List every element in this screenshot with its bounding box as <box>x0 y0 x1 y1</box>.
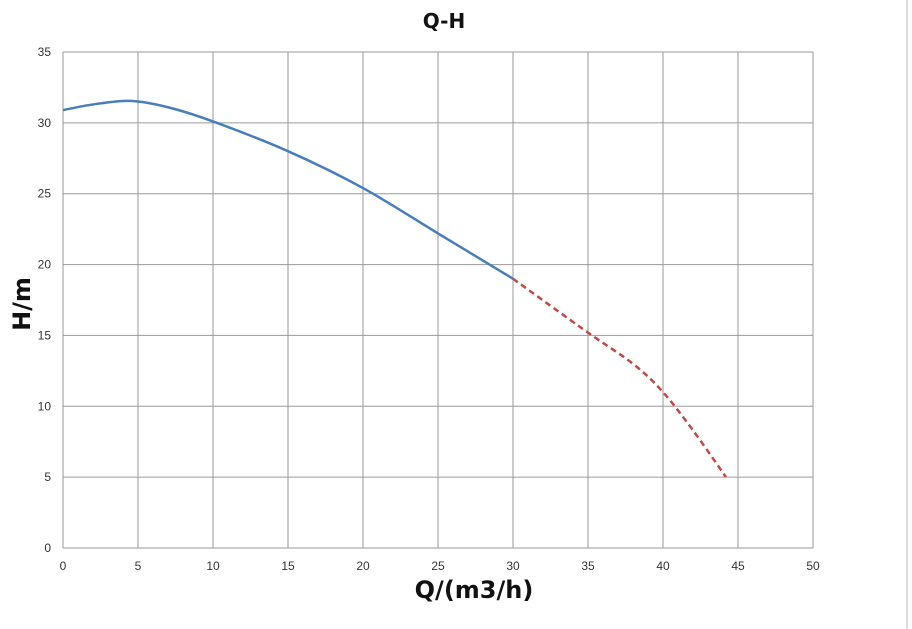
y-tick-label: 0 <box>44 541 51 555</box>
x-tick-label: 40 <box>656 559 670 573</box>
x-tick-label: 20 <box>356 559 370 573</box>
grid <box>62 51 814 549</box>
chart-title: Q-H <box>423 9 465 33</box>
y-tick-label: 25 <box>38 187 52 201</box>
series-lines <box>62 99 728 478</box>
series-line-1 <box>62 99 514 280</box>
y-tick-label: 5 <box>44 470 51 484</box>
x-tick-label: 25 <box>431 559 445 573</box>
series-line-2 <box>512 277 728 478</box>
x-tick-label: 0 <box>60 559 67 573</box>
x-tick-label: 5 <box>135 559 142 573</box>
y-tick-label: 15 <box>38 328 52 342</box>
y-tick-label: 35 <box>38 45 52 59</box>
x-tick-label: 15 <box>281 559 295 573</box>
y-axis-label: H/m <box>8 277 36 331</box>
y-tick-label: 30 <box>38 116 52 130</box>
x-axis-label: Q/(m3/h) <box>415 576 534 604</box>
x-tick-label: 30 <box>506 559 520 573</box>
x-tick-label: 50 <box>806 559 820 573</box>
y-tick-label: 10 <box>38 399 52 413</box>
x-tick-label: 10 <box>206 559 220 573</box>
x-tick-label: 35 <box>581 559 595 573</box>
y-tick-label: 20 <box>38 258 52 272</box>
tick-labels: 0 5 10 15 20 25 30 35 40 45 50 0 5 10 15 20 25 30 35 <box>38 45 820 573</box>
x-tick-label: 45 <box>731 559 745 573</box>
